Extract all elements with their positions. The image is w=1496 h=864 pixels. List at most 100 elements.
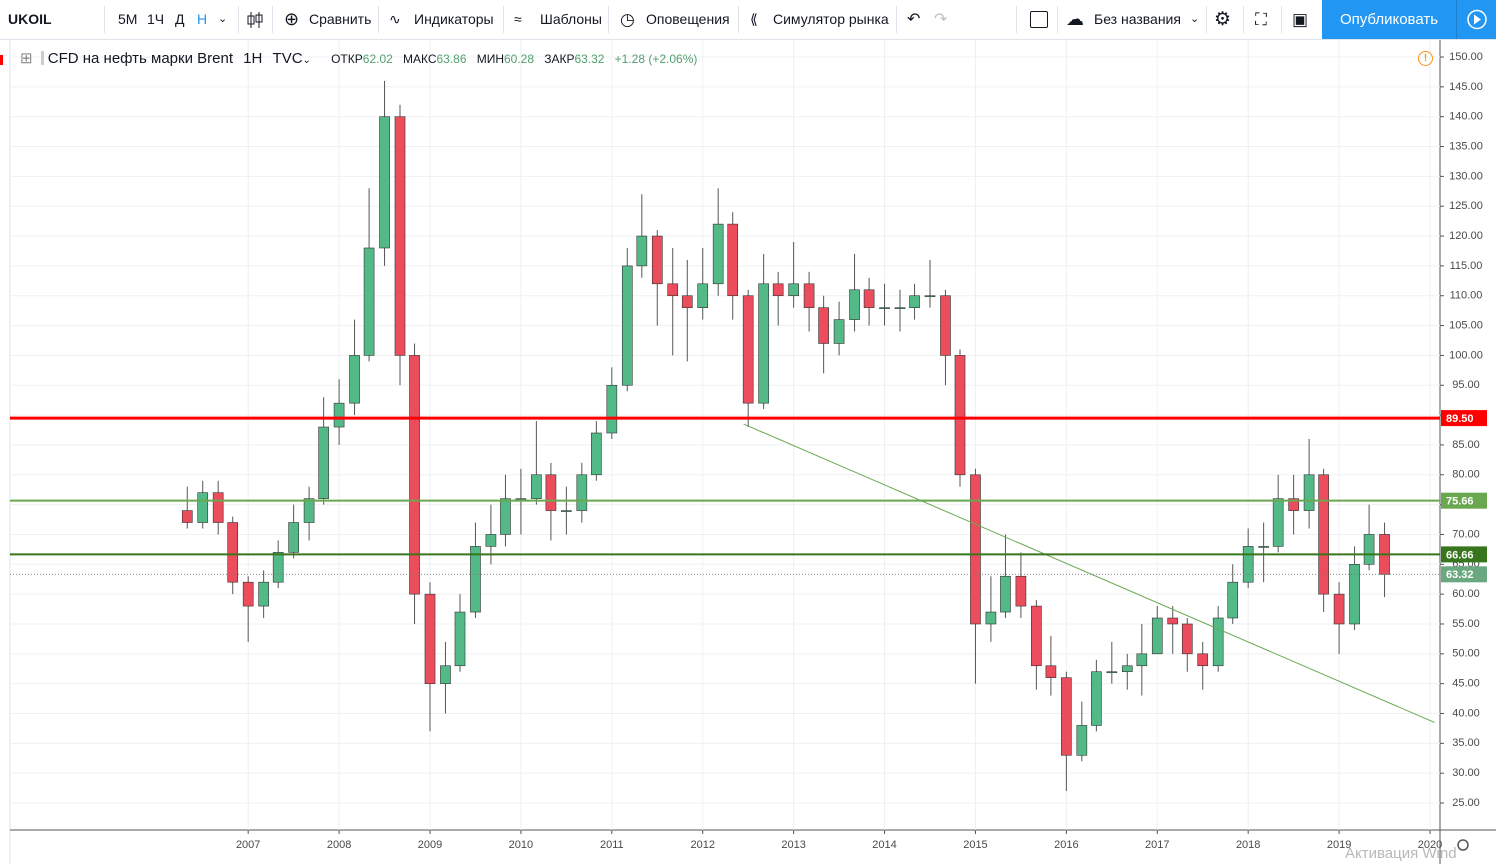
separator — [104, 6, 105, 33]
x-tick-label: 2017 — [1145, 839, 1169, 851]
candle-body — [772, 283, 784, 297]
indicators-icon[interactable]: ∿ — [389, 11, 401, 27]
candle-body — [1272, 498, 1284, 547]
y-tick-label: 140.00 — [1449, 111, 1483, 123]
y-tick-label: 115.00 — [1450, 260, 1483, 272]
redo: ↷ — [934, 11, 948, 28]
y-tick-label: 50.00 — [1452, 648, 1480, 660]
candle-body — [212, 492, 224, 523]
separator — [896, 6, 897, 33]
candle-body — [681, 295, 693, 308]
interval[interactable]: 1Ч — [147, 11, 165, 27]
interval[interactable]: Н — [197, 11, 208, 27]
trend-line — [743, 423, 1435, 723]
left-marker — [0, 55, 3, 65]
candle-body — [788, 283, 799, 297]
candle-body — [1212, 617, 1224, 667]
level-label: 66.66 — [1446, 549, 1474, 561]
candle-body — [470, 546, 481, 613]
legend-title[interactable]: CFD на нефть марки Brent — [47, 50, 233, 67]
y-tick-label: 100.00 — [1449, 349, 1483, 361]
candle-body — [924, 295, 936, 298]
y-tick-label: 120.00 — [1449, 230, 1483, 242]
simulator-icon[interactable]: ⟪ — [750, 11, 758, 27]
settings[interactable]: ⚙ — [1214, 9, 1232, 30]
compare-icon[interactable]: ⊕ — [284, 9, 300, 29]
plot — [10, 80, 1440, 792]
candle-body — [940, 295, 951, 356]
x-tick-label: 2020 — [1418, 839, 1442, 851]
level-label: 89.50 — [1446, 413, 1474, 425]
symbol[interactable]: UKOIL — [8, 11, 52, 27]
candle-body — [985, 611, 997, 625]
candle-body — [424, 593, 436, 684]
candle-body — [394, 116, 406, 356]
y-tick-label: 135.00 — [1449, 140, 1483, 152]
open-label: ОТКР — [331, 52, 363, 66]
candle-body — [1167, 617, 1179, 625]
y-tick-label: 35.00 — [1452, 737, 1480, 749]
x-tick-label: 2018 — [1236, 839, 1260, 851]
y-tick-label: 25.00 — [1452, 797, 1480, 809]
candle-body — [833, 319, 845, 344]
cloud-icon[interactable]: ☁ — [1066, 9, 1084, 29]
collapse-icon[interactable]: ⊞ — [20, 50, 33, 67]
candle-body — [485, 534, 497, 547]
y-tick-label: 70.00 — [1452, 528, 1480, 540]
snapshot[interactable]: ▣ — [1292, 10, 1309, 29]
compare[interactable]: Сравнить — [309, 11, 372, 27]
undo[interactable]: ↶ — [907, 11, 921, 28]
close-label: ЗАКР — [544, 52, 575, 66]
candle-body — [1303, 474, 1315, 511]
candle-body — [272, 552, 284, 583]
warning-icon[interactable]: ! — [1418, 51, 1433, 66]
legend-menu[interactable]: ⌄ — [302, 55, 311, 66]
interval-menu[interactable]: ⌄ — [218, 13, 228, 25]
x-tick-label: 2014 — [872, 839, 896, 851]
candle-body — [1061, 677, 1072, 756]
candle-body — [531, 474, 542, 499]
interval[interactable]: Д — [175, 11, 185, 27]
toolbar: UKOIL 5М 1Ч Д Н ⌄ ⊕ Сравнить ∿ Индикатор… — [0, 0, 1496, 40]
layout-menu[interactable]: ⌄ — [1190, 13, 1200, 25]
stream-button[interactable] — [1456, 0, 1496, 39]
x-tick-label: 2013 — [781, 839, 805, 851]
layout-icon[interactable] — [1030, 11, 1048, 28]
alerts[interactable]: Оповещения — [646, 11, 730, 27]
candle-body — [727, 223, 739, 297]
x-tick-label: 2019 — [1327, 839, 1351, 851]
candle-body — [1045, 665, 1057, 678]
x-tick-label: 2012 — [690, 839, 714, 851]
candle-body — [545, 474, 557, 511]
candle-body — [1258, 546, 1269, 548]
candle-body — [242, 581, 254, 607]
candle-body — [894, 307, 906, 309]
candle-body — [318, 426, 329, 499]
layout-name[interactable]: Без названия — [1094, 11, 1181, 27]
templates[interactable]: Шаблоны — [540, 11, 602, 27]
candle-body — [1288, 498, 1299, 511]
candle-body — [1318, 474, 1329, 595]
settings-icon[interactable] — [1457, 839, 1469, 851]
alerts-icon[interactable]: ◷ — [620, 10, 635, 29]
candle-body — [227, 522, 239, 583]
interval[interactable]: 5М — [118, 11, 138, 27]
simulator[interactable]: Симулятор рынка — [773, 11, 889, 27]
candle-body — [803, 283, 815, 308]
templates-icon[interactable]: ≈ — [514, 11, 522, 27]
candle-body — [1121, 665, 1133, 673]
y-tick-label: 150.00 — [1449, 51, 1483, 63]
candle-body — [1181, 623, 1193, 655]
candle-body — [742, 295, 754, 404]
chart-type-icon[interactable] — [246, 10, 264, 49]
publish-button[interactable]: Опубликовать — [1322, 0, 1456, 39]
level-label-box — [1441, 546, 1487, 563]
candle-body — [863, 289, 875, 308]
candle-body — [954, 355, 966, 476]
candle-body — [258, 581, 269, 607]
indicators[interactable]: Индикаторы — [414, 11, 494, 27]
separator — [1016, 6, 1017, 33]
fullscreen[interactable]: ⛶ — [1255, 10, 1267, 29]
candle-body — [561, 510, 572, 512]
